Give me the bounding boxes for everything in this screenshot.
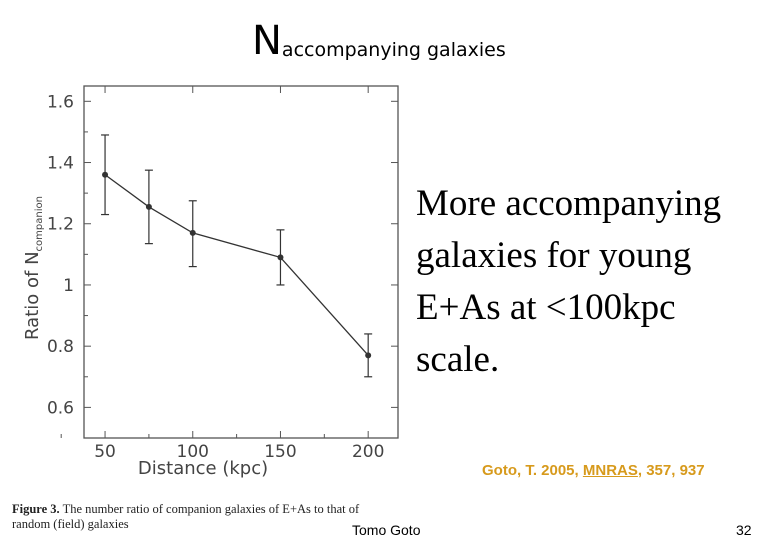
caption-text: The number ratio of companion galaxies o…	[12, 502, 360, 531]
y-axis-label-main: Ratio of N	[22, 251, 43, 339]
footer-page-number: 32	[736, 522, 752, 538]
citation: Goto, T. 2005, MNRAS, 357, 937	[482, 462, 705, 479]
y-tick-label: 0.8	[47, 337, 74, 357]
bullet-text: More accompanying galaxies for young E+A…	[416, 183, 722, 380]
x-tick-label: 150	[264, 442, 296, 462]
title-subscript: accompanying galaxies	[281, 39, 506, 61]
x-tick-label: 100	[177, 442, 209, 462]
footer-author: Tomo Goto	[352, 522, 421, 538]
x-tick-label: 50	[94, 442, 116, 462]
chart: 50 100 150 200 0.6 0.8 1 1.2 1.4 1.6 Distance (kp…	[22, 85, 399, 479]
citation-authors: Goto, T. 2005,	[482, 462, 583, 479]
title-main-letter: N	[252, 18, 282, 64]
plot-frame	[83, 85, 399, 439]
chart-frame	[83, 85, 399, 439]
citation-journal-link[interactable]: MNRAS	[582, 462, 638, 479]
data-point	[102, 171, 109, 178]
y-axis-label: Ratio of Ncompanion	[22, 196, 45, 340]
caption-label: Figure 3.	[12, 502, 60, 516]
y-tick-label: 1	[63, 276, 74, 296]
data-point	[189, 229, 196, 236]
data-point	[145, 203, 152, 210]
y-tick-label: 1.4	[47, 154, 74, 174]
data-point	[277, 254, 284, 261]
data-point	[365, 352, 372, 359]
x-axis-label: Distance (kpc)	[138, 458, 268, 479]
y-axis-label-subscript: companion	[34, 196, 45, 251]
y-tick-label: 1.2	[47, 215, 74, 235]
series-line	[104, 174, 369, 356]
chart-ticks: 50 100 150 200 0.6 0.8 1 1.2 1.4 1.6	[47, 86, 398, 462]
y-tick-label: 1.6	[47, 92, 74, 112]
figure-caption: Figure 3. The number ratio of companion …	[12, 502, 372, 540]
slide-title: Naccompanying galaxies	[252, 18, 506, 64]
chart-labels: Distance (kpc) Ratio of Ncompanion	[22, 196, 268, 479]
x-tick-label: 200	[352, 442, 384, 462]
y-tick-label: 0.6	[47, 398, 74, 418]
chart-series	[101, 134, 373, 378]
citation-volume: , 357, 937	[637, 462, 705, 479]
